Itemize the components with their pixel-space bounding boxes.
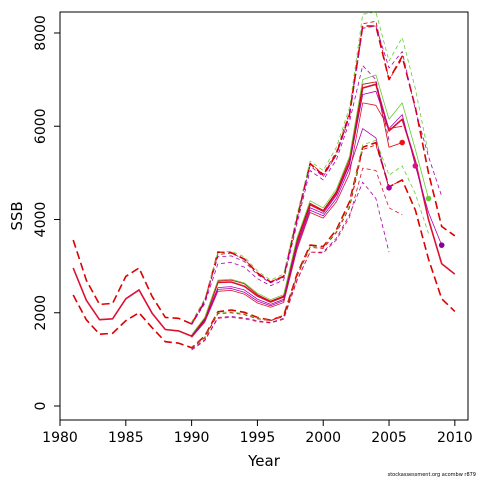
y-axis: 0 2000 4000 6000 8000 — [33, 15, 61, 411]
y-tick-label: 4000 — [33, 202, 49, 238]
series-line-3 — [72, 83, 456, 337]
data-point-4 — [425, 195, 432, 202]
y-tick-label: 0 — [33, 402, 49, 411]
x-tick-label: 1985 — [108, 430, 144, 446]
y-tick-label: 2000 — [33, 295, 49, 331]
series-line-4 — [191, 81, 403, 336]
x-tick-label: 2010 — [437, 430, 473, 446]
data-point-3 — [412, 163, 419, 169]
points-layer — [386, 139, 445, 248]
data-point-2 — [399, 139, 405, 146]
series-line-9 — [191, 20, 403, 324]
series-line-15 — [191, 139, 429, 349]
series-line-12 — [191, 65, 390, 326]
x-tick-label: 1980 — [42, 430, 78, 446]
series-line-2 — [72, 141, 456, 349]
series-line-5 — [191, 74, 429, 335]
x-axis: 1980 1985 1990 1995 2000 2005 2010 — [42, 419, 473, 446]
footer-credit: stockassessment.org acombw r879 — [387, 472, 476, 478]
data-point-1 — [386, 184, 392, 191]
series-line-8 — [191, 102, 403, 338]
series-line-6 — [191, 90, 443, 337]
series-line-13 — [191, 181, 390, 350]
x-tick-label: 2000 — [305, 430, 341, 446]
y-tick-label: 6000 — [33, 108, 49, 144]
y-axis-title: SSB — [8, 201, 26, 230]
x-tick-label: 1995 — [240, 430, 276, 446]
x-tick-label: 2005 — [371, 430, 407, 446]
series-line-10 — [191, 11, 429, 323]
series-line-1 — [72, 25, 456, 325]
series-layer — [72, 11, 456, 351]
x-tick-label: 1990 — [174, 430, 210, 446]
series-line-16 — [191, 144, 403, 349]
x-axis-title: Year — [247, 452, 281, 470]
series-line-14 — [191, 167, 403, 351]
y-tick-label: 8000 — [33, 15, 49, 51]
series-line-7 — [191, 128, 390, 338]
data-point-5 — [438, 242, 445, 248]
